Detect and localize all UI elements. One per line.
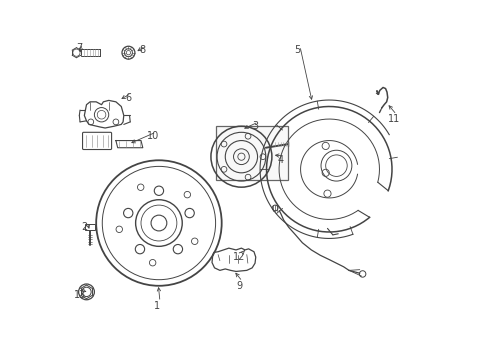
Text: 4: 4: [278, 155, 284, 165]
Text: 11: 11: [388, 114, 400, 124]
Text: 1: 1: [154, 301, 160, 311]
Text: 3: 3: [253, 121, 259, 131]
Text: 5: 5: [294, 45, 300, 55]
Text: 8: 8: [140, 45, 146, 55]
Bar: [216, 126, 288, 180]
Text: 12: 12: [233, 252, 246, 262]
Text: 7: 7: [76, 43, 82, 53]
Text: 6: 6: [125, 93, 131, 103]
FancyBboxPatch shape: [82, 132, 112, 149]
Text: 2: 2: [81, 222, 88, 231]
Text: 9: 9: [237, 281, 243, 291]
Text: 10: 10: [147, 131, 160, 141]
Text: 13: 13: [74, 290, 86, 300]
FancyBboxPatch shape: [85, 224, 95, 230]
